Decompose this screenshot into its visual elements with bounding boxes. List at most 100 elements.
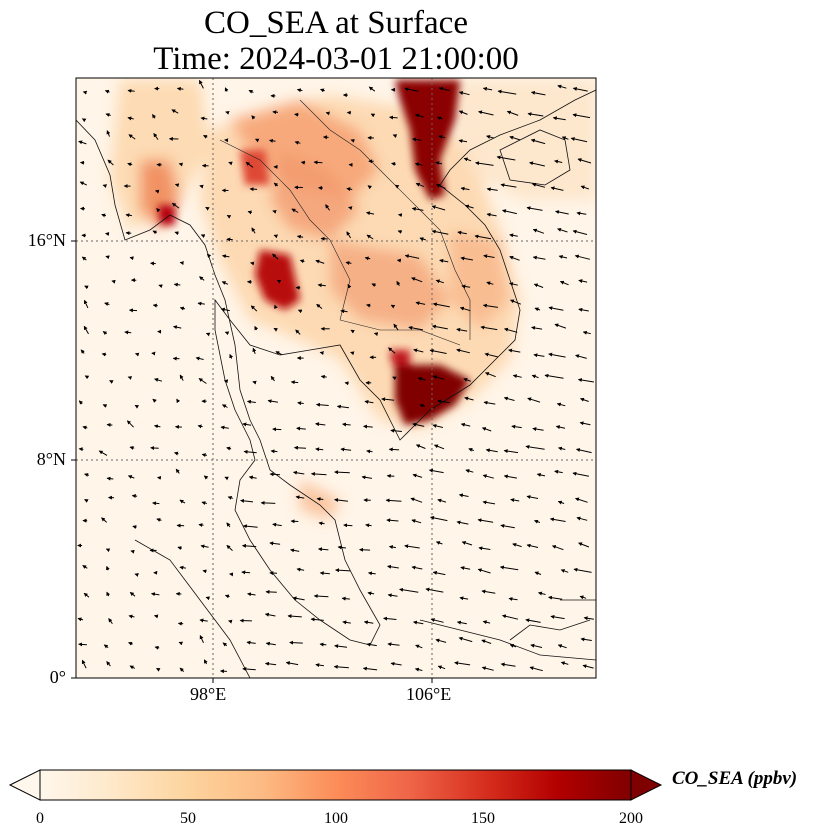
wind-vector	[334, 470, 350, 475]
wind-vector	[390, 304, 396, 309]
wind-vector	[391, 162, 396, 166]
wind-vector	[106, 476, 114, 481]
wind-vector	[104, 302, 110, 306]
wind-vector	[273, 327, 278, 332]
wind-vector	[103, 644, 109, 649]
wind-vector	[578, 307, 589, 312]
wind-vector	[582, 664, 594, 669]
wind-vector	[222, 404, 228, 409]
wind-vector	[84, 499, 89, 503]
wind-vector	[530, 643, 543, 648]
wind-vector	[156, 667, 161, 672]
wind-vector	[411, 277, 423, 283]
wind-vector	[273, 234, 279, 239]
wind-vector	[252, 347, 257, 354]
wind-vector	[509, 135, 521, 141]
wind-vector	[105, 255, 110, 260]
wind-vector	[484, 352, 498, 358]
wind-vector	[82, 90, 88, 95]
colorbar-label: CO_SEA (ppbv)	[672, 768, 798, 789]
wind-vector	[242, 524, 258, 529]
wind-vector	[154, 378, 163, 382]
wind-vector	[556, 402, 566, 407]
wind-vector	[106, 591, 111, 597]
wind-vector	[548, 352, 566, 358]
lon-label-98e: 98°E	[190, 684, 227, 704]
wind-vector	[260, 500, 276, 505]
wind-vector	[458, 110, 468, 115]
wind-vector	[500, 523, 515, 529]
wind-vector	[509, 299, 521, 305]
wind-vector	[583, 616, 594, 621]
wind-vector	[582, 330, 591, 335]
wind-vector	[575, 354, 587, 359]
wind-vector	[295, 495, 305, 500]
wind-vector	[272, 427, 282, 432]
wind-vector	[460, 422, 471, 427]
wind-vector	[268, 138, 276, 143]
wind-vector	[222, 642, 228, 647]
wind-vector	[348, 206, 353, 211]
wind-vector	[295, 329, 301, 335]
wind-vector	[156, 518, 162, 522]
wind-vector	[319, 351, 324, 356]
wind-vector	[481, 427, 492, 432]
wind-vector	[463, 377, 472, 382]
wind-vector	[364, 256, 371, 261]
wind-vector	[551, 545, 564, 551]
wind-vector	[202, 135, 208, 139]
wind-vector	[419, 237, 426, 241]
wind-vector	[81, 256, 87, 261]
wind-vector	[478, 546, 491, 551]
wind-vector	[435, 638, 447, 643]
wind-vector	[438, 135, 446, 139]
wind-vector	[431, 324, 448, 330]
wind-vector	[315, 422, 326, 427]
wind-vector	[101, 352, 107, 357]
wind-vector	[435, 541, 443, 545]
colorbar-tick-100: 100	[324, 810, 348, 827]
wind-vector	[501, 614, 519, 620]
wind-vector	[404, 87, 419, 92]
wind-vector	[107, 159, 114, 166]
wind-vector	[461, 541, 473, 546]
wind-vector	[529, 666, 543, 672]
wind-vector	[344, 381, 349, 386]
wind-vector	[83, 299, 89, 309]
wind-vector	[128, 614, 135, 619]
wind-vector	[296, 567, 305, 572]
wind-vector	[346, 187, 353, 192]
wind-vector	[273, 182, 279, 187]
wind-vector	[315, 259, 325, 264]
wind-vector	[457, 230, 467, 235]
wind-vector	[343, 523, 353, 528]
lat-label-16n: 16°N	[27, 230, 66, 250]
wind-vector	[292, 470, 305, 475]
wind-vector	[486, 281, 494, 286]
wind-vector	[425, 587, 444, 593]
colorbar-gradient	[39, 769, 632, 801]
wind-vector	[458, 139, 468, 144]
wind-vector	[78, 642, 87, 647]
wind-vector	[340, 309, 348, 314]
wind-vector	[362, 666, 378, 671]
wind-vector	[415, 301, 426, 306]
wind-vector	[508, 597, 518, 601]
wind-vector	[127, 116, 134, 121]
wind-vector	[205, 206, 210, 211]
wind-vector	[226, 214, 232, 219]
wind-vector	[245, 161, 254, 168]
wind-vector	[534, 571, 542, 576]
wind-vector	[484, 372, 496, 378]
wind-vector	[573, 567, 592, 573]
wind-vector	[318, 521, 325, 526]
wind-vector	[456, 348, 471, 354]
wind-vector	[335, 568, 351, 573]
wind-vector	[336, 404, 349, 409]
wind-vector	[414, 162, 423, 167]
wind-vector	[509, 255, 520, 261]
coastlines	[76, 89, 596, 678]
wind-vector	[431, 205, 446, 211]
wind-vector	[175, 468, 180, 474]
wind-vector	[289, 640, 303, 645]
